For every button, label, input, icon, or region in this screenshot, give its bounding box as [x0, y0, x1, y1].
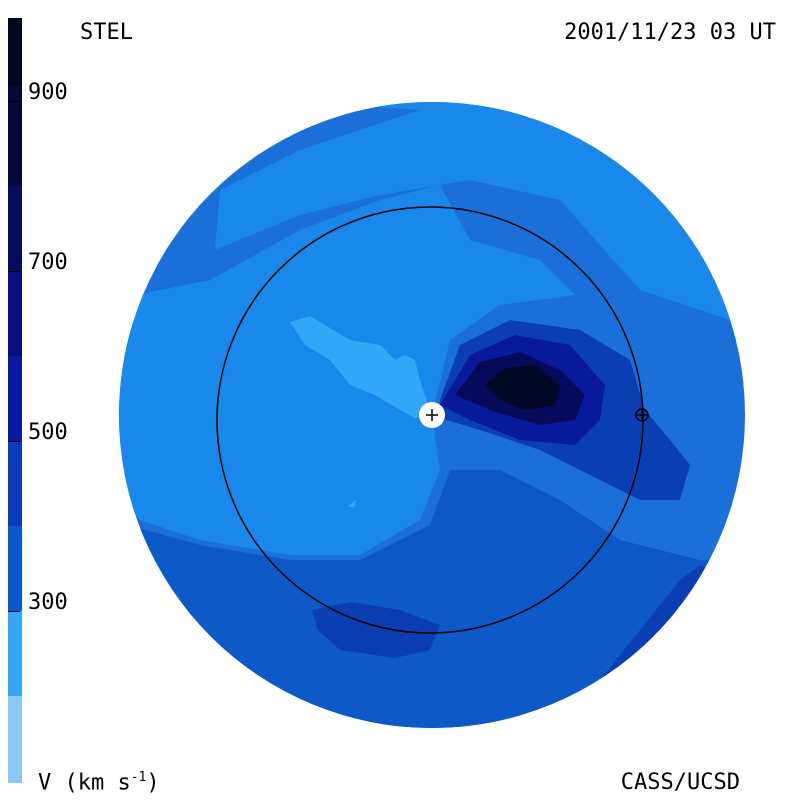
colorbar-tick-label: 500: [28, 420, 68, 445]
units-label-exponent: -1: [130, 770, 147, 785]
colorbar-level: [8, 611, 22, 696]
timestamp-label: 2001/11/23 03 UT: [564, 20, 776, 45]
velocity-region-lighter: [290, 316, 432, 418]
colorbar-level: [8, 18, 22, 86]
colorbar-tick-label: 300: [28, 590, 68, 615]
colorbar-level: [8, 186, 22, 271]
units-label: V (km s-1): [38, 770, 160, 795]
colorbar-level: [8, 86, 22, 186]
colorbar-level: [8, 271, 22, 356]
colorbar-level: [8, 526, 22, 611]
colorbar-tick-label: 900: [28, 80, 68, 105]
units-label-text: V (km s: [38, 770, 131, 796]
velocity-region-dark-low: [312, 602, 440, 658]
colorbar-level: [8, 356, 22, 441]
velocity-colorbar: [8, 18, 22, 783]
colorbar-level: [8, 441, 22, 526]
velocity-region-light-top: [119, 102, 745, 330]
colorbar-tick: [8, 441, 20, 442]
units-label-close: ): [146, 770, 160, 796]
institution-label: CASS/UCSD: [620, 770, 740, 795]
colorbar-tick: [8, 271, 20, 272]
colorbar-tick: [8, 101, 20, 102]
colorbar-tick-label: 700: [28, 250, 68, 275]
earth-orbit-ring: [216, 206, 644, 634]
colorbar-level: [8, 696, 22, 783]
velocity-speck: [348, 500, 356, 508]
model-label: STEL: [80, 20, 133, 45]
colorbar-tick: [8, 611, 20, 612]
velocity-region-core: [485, 365, 560, 410]
